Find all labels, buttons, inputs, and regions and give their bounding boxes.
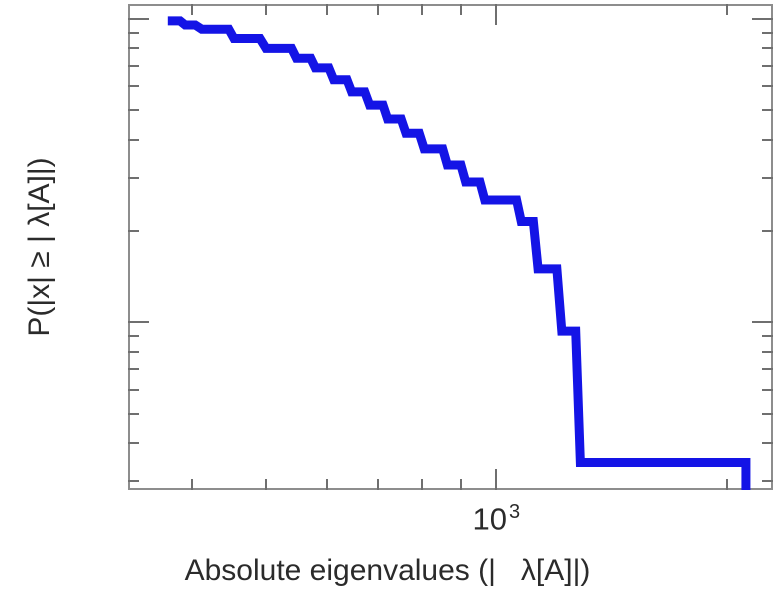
y-minor-tick-right <box>762 442 773 444</box>
x-minor-tick <box>376 479 379 490</box>
y-minor-tick-right <box>762 109 773 112</box>
y-minor-tick <box>128 138 139 141</box>
y-major-tick <box>128 17 149 20</box>
y-minor-tick <box>128 176 139 179</box>
x-tick-mantissa: 10 <box>472 501 507 537</box>
y-minor-tick-right <box>762 85 773 88</box>
y-minor-tick <box>128 442 139 444</box>
x-minor-tick <box>190 479 193 490</box>
y-minor-tick-right <box>762 350 773 353</box>
y-minor-tick <box>128 412 139 415</box>
x-minor-tick <box>460 479 463 490</box>
y-minor-tick <box>128 229 139 232</box>
y-minor-tick-right <box>762 31 773 34</box>
y-major-tick-right <box>752 321 773 324</box>
x-minor-tick-top <box>265 4 268 15</box>
y-minor-tick <box>128 368 139 371</box>
x-tick-label: 10 3 <box>472 502 520 534</box>
y-minor-tick <box>128 31 139 34</box>
y-minor-tick <box>128 350 139 353</box>
y-minor-tick-right <box>762 176 773 179</box>
x-major-tick-top <box>495 4 498 25</box>
y-minor-tick-right <box>762 64 773 67</box>
x-minor-tick <box>421 479 424 490</box>
y-minor-tick <box>128 47 139 50</box>
x-minor-tick <box>325 479 328 490</box>
y-minor-tick <box>128 64 139 67</box>
x-minor-tick <box>725 479 728 490</box>
y-minor-tick-right <box>762 388 773 391</box>
y-minor-tick-right <box>762 47 773 50</box>
y-minor-tick-right <box>762 368 773 371</box>
y-minor-tick <box>128 388 139 391</box>
y-major-tick-right <box>752 17 773 20</box>
y-minor-tick-right <box>762 479 773 482</box>
y-minor-tick-right <box>762 412 773 415</box>
y-minor-tick <box>128 335 139 338</box>
x-major-tick <box>495 469 498 490</box>
y-minor-tick <box>128 85 139 88</box>
y-minor-tick <box>128 109 139 112</box>
x-minor-tick-top <box>421 4 424 15</box>
y-axis-title: P(|x| ≥ | λ[A]|) <box>23 157 56 337</box>
x-minor-tick-top <box>325 4 328 15</box>
x-tick-exponent: 3 <box>508 501 521 523</box>
x-minor-tick-top <box>376 4 379 15</box>
y-minor-tick-right <box>762 335 773 338</box>
x-minor-tick-top <box>460 4 463 15</box>
y-major-tick <box>128 321 149 324</box>
y-minor-tick-right <box>762 229 773 232</box>
x-minor-tick <box>265 479 268 490</box>
x-axis-title: Absolute eigenvalues (| λ[A]|) <box>184 554 591 587</box>
y-minor-tick <box>128 479 139 482</box>
y-minor-tick-right <box>762 138 773 141</box>
x-minor-tick-top <box>725 4 728 15</box>
x-minor-tick-top <box>190 4 193 15</box>
plot-axes-frame <box>128 4 773 490</box>
